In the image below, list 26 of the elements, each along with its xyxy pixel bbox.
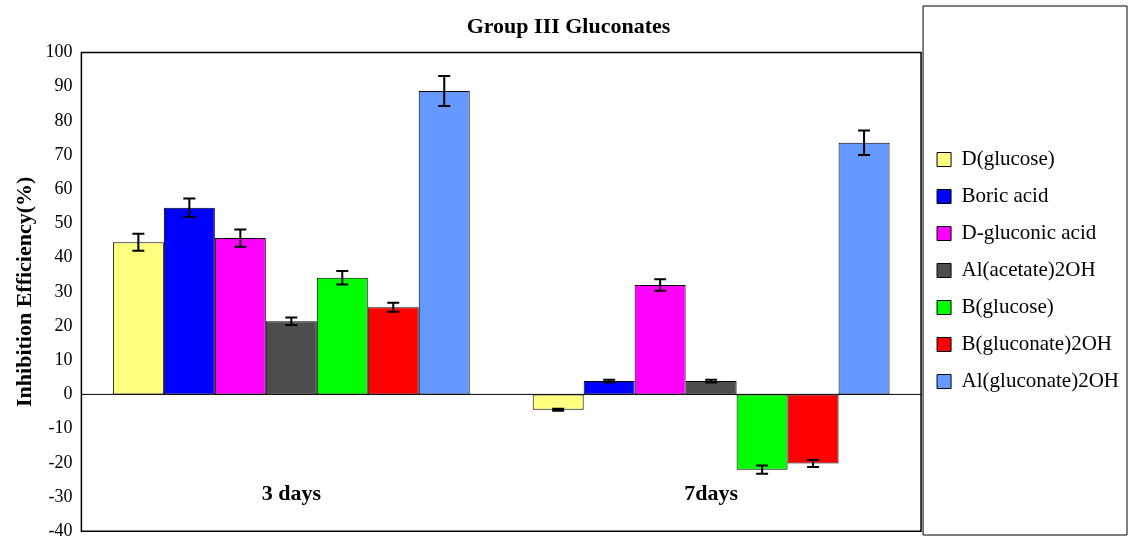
y-tick-label: -30: [48, 485, 73, 506]
y-tick-label: 40: [54, 246, 73, 267]
y-axis-title: Inhibition Efficiency(%): [10, 176, 36, 407]
y-tick-label: 10: [54, 348, 73, 369]
legend-label: Boric acid: [961, 183, 1049, 208]
x-tick-label: 3 days: [261, 480, 322, 506]
y-tick-label: 90: [54, 75, 73, 96]
chart-title: Group III Gluconates: [466, 12, 671, 38]
y-tick-label: -40: [48, 519, 73, 540]
legend-label: Al(gluconate)2OH: [961, 368, 1119, 393]
legend-label: D(glucose): [961, 146, 1055, 171]
y-tick-label: 0: [63, 383, 73, 404]
y-tick-label: 60: [54, 177, 73, 198]
legend-label: B(gluconate)2OH: [961, 331, 1113, 356]
y-tick-label: -10: [48, 417, 73, 438]
y-tick-label: 100: [45, 41, 73, 62]
y-tick-label: 80: [54, 109, 73, 130]
y-tick-label: 30: [54, 280, 73, 301]
legend-label: Al(acetate)2OH: [961, 257, 1096, 282]
y-tick-label: -20: [48, 451, 73, 472]
y-tick-label: 50: [54, 212, 73, 233]
legend-label: B(glucose): [961, 294, 1054, 319]
y-tick-label: 70: [54, 143, 73, 164]
y-tick-label: 20: [54, 314, 73, 335]
x-tick-label: 7days: [684, 480, 739, 506]
legend-label: D-gluconic acid: [961, 220, 1097, 245]
